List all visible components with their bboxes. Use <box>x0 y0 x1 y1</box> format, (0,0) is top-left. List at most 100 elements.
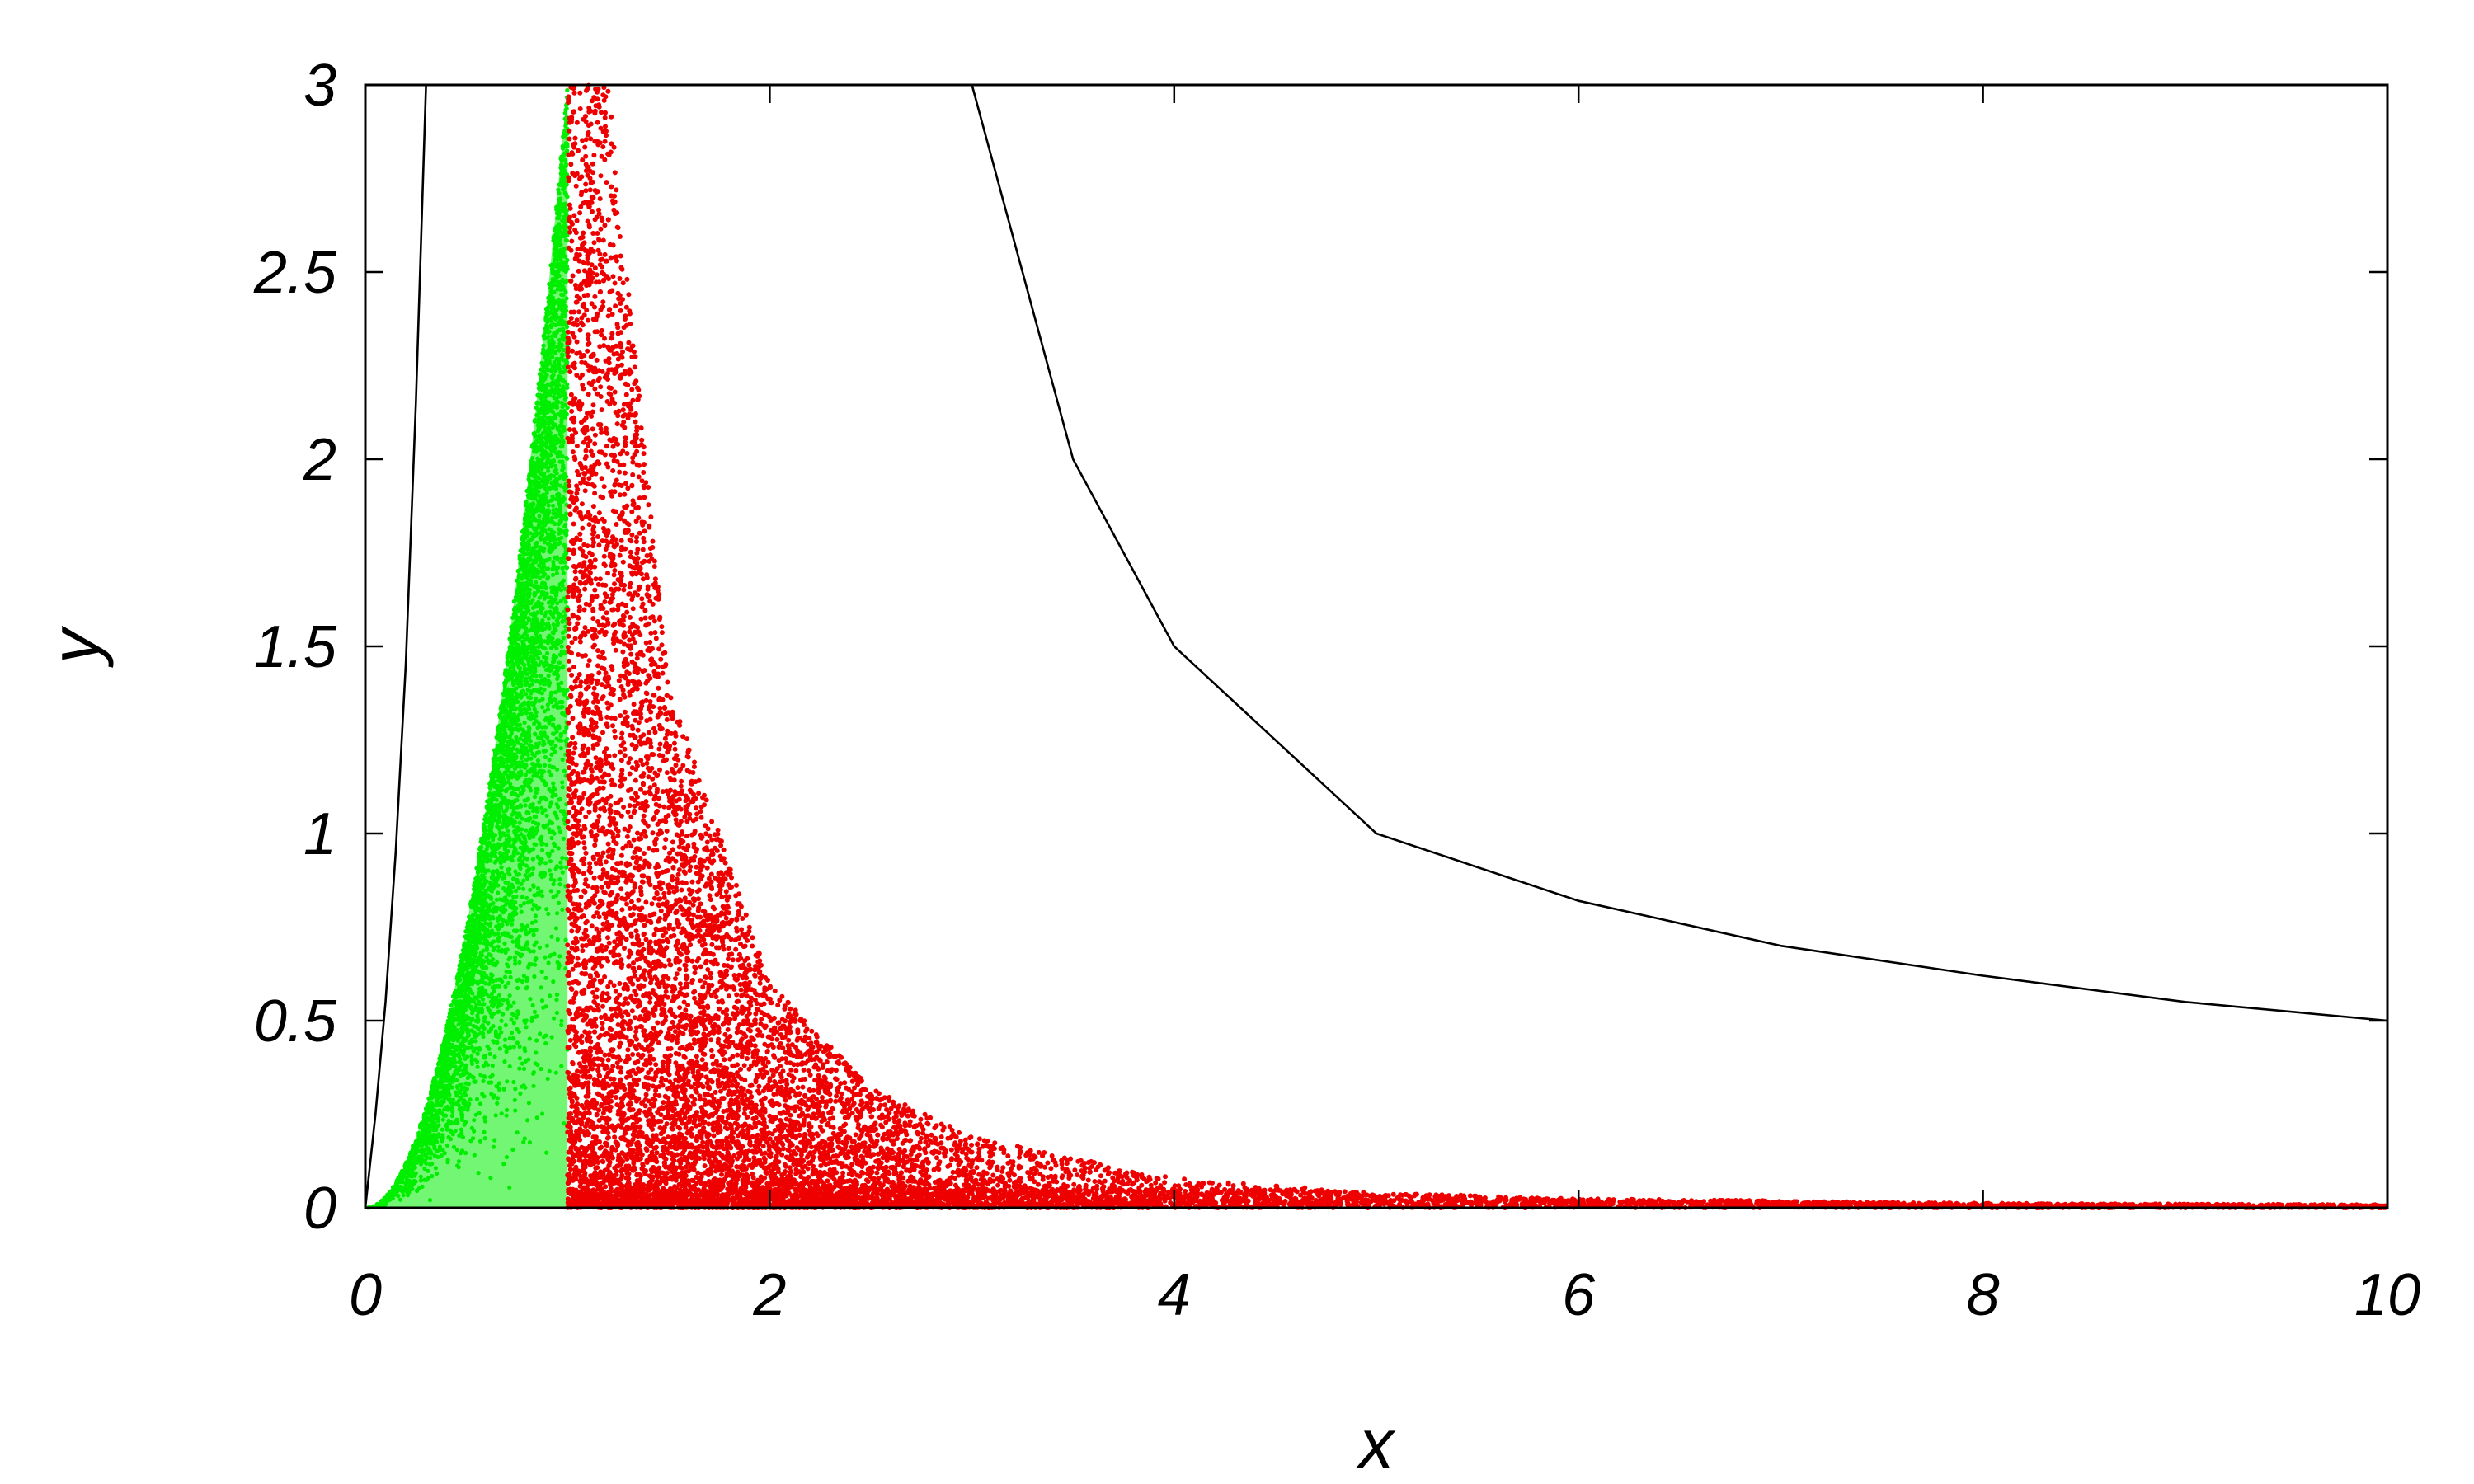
data-point <box>515 695 520 700</box>
data-point <box>563 599 568 604</box>
data-point <box>562 412 567 417</box>
data-point <box>548 804 553 809</box>
data-point <box>559 292 564 297</box>
data-point <box>536 429 541 434</box>
data-point <box>531 1071 536 1076</box>
data-point <box>448 1097 453 1102</box>
data-point <box>563 157 568 162</box>
data-point <box>534 580 539 585</box>
data-point <box>511 599 516 604</box>
data-point <box>555 672 560 677</box>
data-point <box>452 1017 457 1021</box>
data-point <box>539 970 544 974</box>
data-point <box>447 1051 452 1056</box>
data-point <box>555 665 560 670</box>
data-point <box>520 895 525 899</box>
data-point <box>515 674 520 679</box>
data-point <box>403 1167 408 1172</box>
data-point <box>482 832 487 837</box>
data-point <box>533 732 538 737</box>
data-point <box>436 1134 441 1139</box>
data-point <box>459 959 463 964</box>
data-point <box>552 521 557 526</box>
data-point <box>482 1054 487 1059</box>
data-point <box>540 606 545 611</box>
data-point <box>484 804 490 809</box>
data-point <box>465 1075 470 1081</box>
data-point <box>463 1007 468 1012</box>
data-point <box>556 187 561 192</box>
data-point <box>496 819 501 824</box>
data-point <box>513 889 519 894</box>
data-point <box>517 820 522 825</box>
data-point <box>531 526 536 531</box>
data-point <box>495 1040 500 1045</box>
data-point <box>487 1051 492 1056</box>
data-point <box>495 824 500 829</box>
data-point <box>525 604 530 609</box>
data-point <box>526 519 532 524</box>
data-point <box>546 674 551 679</box>
data-point <box>565 87 570 93</box>
data-point <box>534 518 539 523</box>
data-point <box>530 752 535 757</box>
data-point <box>511 1079 516 1085</box>
data-point <box>523 1049 528 1054</box>
data-point <box>520 754 525 758</box>
data-point <box>474 943 479 948</box>
data-point <box>500 756 505 761</box>
data-point <box>530 561 535 566</box>
data-point <box>543 955 548 960</box>
data-point <box>482 1136 487 1141</box>
data-point <box>548 993 553 998</box>
data-point <box>521 886 526 891</box>
data-point <box>533 958 538 963</box>
data-point <box>541 343 546 348</box>
data-point <box>513 1087 518 1092</box>
data-point <box>556 216 561 221</box>
data-point <box>556 615 561 620</box>
data-point <box>540 697 545 702</box>
data-point <box>534 1038 539 1043</box>
data-point <box>487 1008 492 1013</box>
data-point <box>483 988 488 993</box>
data-point <box>506 856 510 861</box>
data-point <box>560 757 565 763</box>
data-point <box>559 158 564 163</box>
data-point <box>440 1127 444 1132</box>
data-point <box>519 536 524 542</box>
data-point <box>516 723 521 728</box>
data-point <box>543 356 548 361</box>
data-point <box>552 841 557 846</box>
data-point <box>557 582 562 587</box>
data-point <box>435 1068 440 1074</box>
data-point <box>539 998 545 1003</box>
data-point <box>535 758 541 763</box>
data-point <box>526 618 532 623</box>
data-point <box>520 711 524 716</box>
data-point <box>511 823 516 829</box>
data-point <box>424 1154 429 1159</box>
data-point <box>499 1018 504 1023</box>
data-point <box>433 1116 439 1121</box>
data-point <box>560 870 565 875</box>
data-point <box>547 763 553 768</box>
data-point <box>512 752 517 757</box>
data-point <box>547 1068 552 1073</box>
data-point <box>546 425 551 430</box>
data-point <box>540 1111 545 1116</box>
data-point <box>467 1000 472 1005</box>
data-point <box>543 1033 548 1038</box>
data-point <box>467 915 473 920</box>
data-point <box>546 960 551 965</box>
data-point <box>548 697 553 702</box>
data-point <box>458 1018 463 1023</box>
data-point <box>520 1061 524 1066</box>
data-point <box>432 1153 437 1158</box>
data-point <box>503 880 508 885</box>
data-point <box>539 985 543 990</box>
data-point <box>499 1111 504 1116</box>
data-point <box>525 544 531 550</box>
data-point <box>564 865 569 870</box>
data-point <box>501 809 506 814</box>
